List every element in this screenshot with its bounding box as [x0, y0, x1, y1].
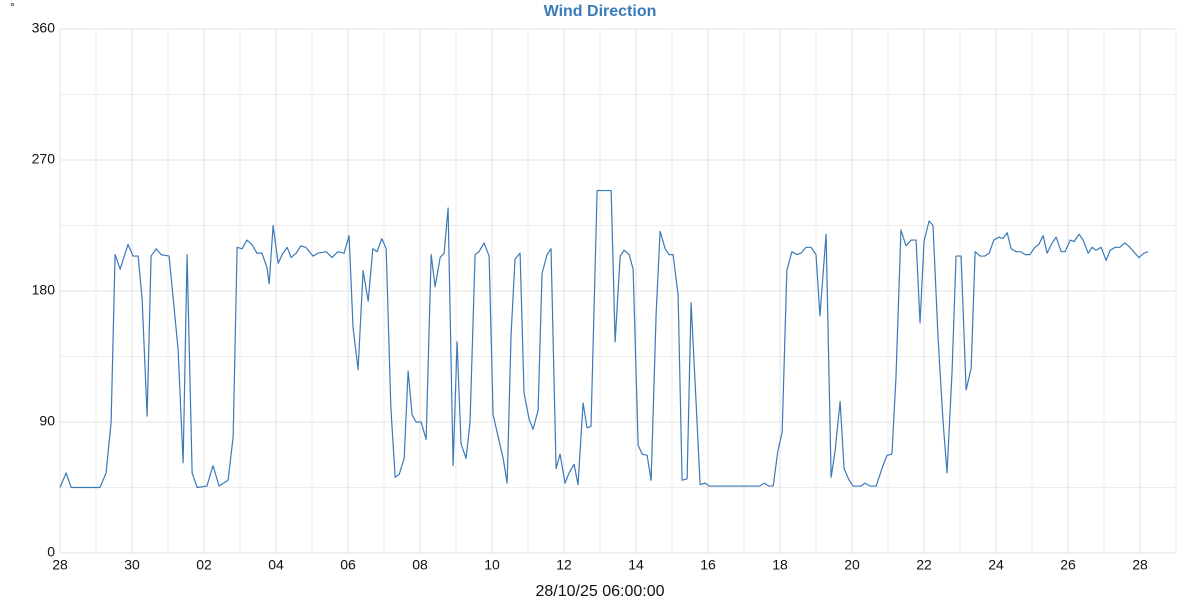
chart-title: Wind Direction	[544, 3, 657, 20]
x-tick-label: 18	[772, 557, 788, 573]
x-tick-label: 20	[844, 557, 860, 573]
x-tick-label: 28	[1132, 557, 1148, 573]
y-tick-label: 90	[39, 413, 55, 429]
x-axis-label: 28/10/25 06:00:00	[535, 583, 664, 600]
y-axis-label: °	[10, 0, 15, 14]
data-line	[59, 189, 1149, 489]
x-tick-label: 12	[556, 557, 572, 573]
x-tick-label: 30	[124, 557, 140, 573]
x-tick-label: 04	[268, 557, 284, 573]
x-tick-label: 24	[988, 557, 1004, 573]
y-tick-label: 270	[32, 151, 56, 167]
x-tick-label: 22	[916, 557, 932, 573]
x-tick-label: 16	[700, 557, 716, 573]
y-tick-label: 180	[32, 282, 56, 298]
x-tick-label: 14	[628, 557, 644, 573]
x-tick-label: 26	[1060, 557, 1076, 573]
x-tick-label: 02	[196, 557, 212, 573]
y-tick-label: 360	[32, 20, 56, 36]
x-tick-label: 28	[52, 557, 68, 573]
x-tick-label: 08	[412, 557, 428, 573]
y-tick-label: 0	[47, 544, 55, 560]
grid	[59, 28, 1177, 554]
x-tick-label: 10	[484, 557, 500, 573]
x-tick-label: 06	[340, 557, 356, 573]
